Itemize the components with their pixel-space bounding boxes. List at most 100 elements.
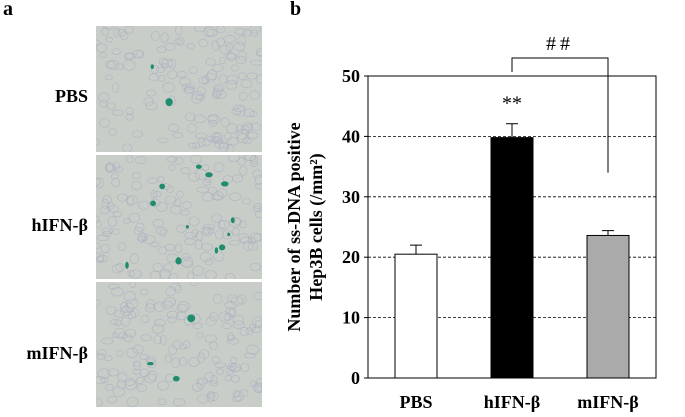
cell-outline [207,69,218,81]
cell-outline [129,269,142,279]
cell-outline [116,350,124,357]
cell-outline [239,326,249,337]
cell-outline [179,77,191,87]
cell-outline [231,174,244,183]
cell-outline [138,200,150,210]
cell-outline [228,365,241,372]
cell-outline [157,380,169,391]
cell-outline [240,236,253,244]
cell-outline [230,296,244,306]
cell-outline [126,195,138,205]
cell-outline [252,316,262,328]
stained-cell [159,183,166,190]
cell-outline [218,57,226,65]
cell-outline [232,395,242,402]
cell-outline [253,291,262,301]
cell-outline [112,82,119,93]
cell-outline [105,161,115,173]
cell-outline [191,382,203,392]
cell-outline [144,303,156,313]
cell-outline [224,131,232,142]
cell-outline [100,243,110,254]
cell-outline [149,270,162,279]
cell-outline [96,43,108,53]
cell-outline [110,173,119,180]
cell-outline [168,272,178,279]
cell-outline [132,171,141,180]
cell-outline [227,293,237,303]
cell-outline [252,205,262,213]
cell-outline [196,332,204,339]
cell-outline [188,142,197,149]
cell-outline [153,319,166,327]
cell-outline [132,49,143,59]
cell-outline [101,27,109,37]
cell-outline [231,64,239,72]
cell-outline [161,300,174,309]
cell-outline [234,27,246,36]
cell-outline [107,59,120,70]
y-tick-label: 30 [342,187,360,207]
cell-outline [110,287,124,297]
cell-outline [116,379,126,390]
cell-outline [96,215,100,224]
micrograph-hifn [96,155,262,279]
cell-outline [96,39,101,46]
bar-0 [394,253,438,379]
cell-outline [206,28,218,37]
cell-outline [96,220,102,229]
cell-outline [158,246,168,255]
cell-outline [198,76,209,85]
cell-outline [210,137,223,144]
cell-outline [115,263,125,272]
cell-outline [174,156,184,165]
y-tick-label: 20 [342,247,360,267]
cell-outline [126,347,138,359]
cell-outline [140,288,149,296]
cell-outline [213,251,225,262]
cell-outline [211,40,220,51]
cell-outline [145,298,156,310]
cell-outline [99,205,110,215]
cell-outline [208,392,219,401]
cell-outline [192,142,201,149]
cell-outline [245,132,259,140]
cell-outline [250,122,262,132]
cell-outline [125,298,139,309]
cell-outline [155,227,168,235]
y-tick-label: 10 [342,308,360,328]
cell-outline [242,240,254,251]
cell-outline [167,69,178,80]
cell-outline [107,368,119,377]
cell-outline [226,143,234,152]
cell-outline [201,226,211,235]
cell-outline [228,239,241,246]
cell-outline [113,309,125,318]
cell-outline [178,301,190,312]
cell-outline [167,316,177,324]
cell-outline [129,253,139,265]
cell-outline [162,82,175,93]
cell-outline [214,139,225,149]
cell-outline [204,334,218,343]
cell-outline [100,376,109,384]
cell-outline [194,132,208,140]
cell-outline [250,155,258,165]
cell-outline [96,398,103,407]
row-label-pbs: PBS [54,86,88,106]
cell-outline [172,132,184,139]
cell-outline [233,42,246,51]
cell-outline [102,195,112,204]
cell-outline [127,270,135,278]
cell-outline [227,334,236,341]
cell-outline [226,365,235,375]
cell-outline [207,135,215,143]
cell-outline [106,101,116,110]
cell-outline [116,28,127,37]
cell-outline [164,354,172,364]
cell-outline [238,91,248,101]
cell-outline [180,167,191,175]
cell-outline [194,239,203,250]
cell-outline [174,38,182,45]
x-category-label: hIFN-β [484,392,541,412]
